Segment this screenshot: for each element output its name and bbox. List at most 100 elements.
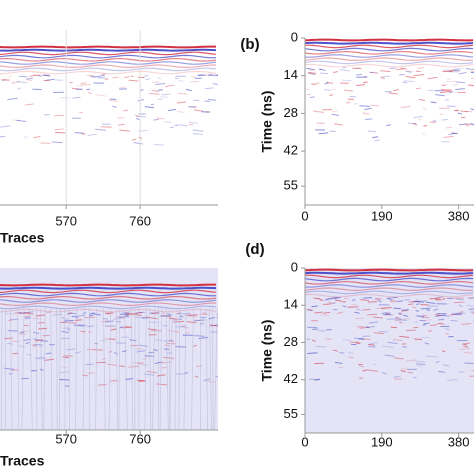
reflection (386, 297, 393, 301)
reflection (38, 321, 45, 324)
reflection (466, 304, 474, 307)
reflection (459, 347, 471, 351)
reflection (367, 369, 378, 372)
reflection (310, 83, 316, 86)
reflection (387, 341, 398, 345)
reflection (32, 331, 40, 335)
reflection (346, 101, 351, 104)
reflection (398, 335, 410, 338)
reflection (381, 312, 388, 314)
reflection (178, 80, 185, 82)
reflection (334, 297, 341, 299)
reflection (461, 323, 472, 325)
reflection (439, 91, 451, 94)
reflection (415, 70, 421, 73)
reflection (434, 314, 446, 317)
reflection (308, 72, 316, 76)
reflection (124, 76, 130, 79)
reflection (18, 333, 26, 336)
reflection (305, 67, 315, 71)
reflection (164, 84, 175, 88)
reflection (143, 74, 149, 77)
reflection-band (305, 54, 474, 58)
reflection (365, 118, 373, 121)
reflection (394, 378, 402, 380)
reflection (42, 74, 51, 77)
reflection (32, 345, 37, 347)
reflection-band (0, 286, 217, 290)
reflection (415, 87, 421, 90)
noise-streak (165, 307, 169, 430)
reflection (359, 326, 370, 329)
reflection (208, 98, 216, 101)
radargram (305, 38, 474, 205)
reflection (432, 120, 437, 122)
y-tick-label: 55 (284, 406, 298, 421)
reflection (442, 83, 448, 87)
reflection (313, 327, 319, 330)
reflection (396, 319, 408, 321)
reflection (413, 300, 425, 303)
reflection (455, 88, 465, 90)
reflection (118, 86, 126, 89)
reflection (306, 309, 313, 311)
noise-streak (115, 307, 119, 430)
reflection (101, 73, 106, 76)
reflection (455, 81, 466, 84)
reflection (372, 316, 384, 319)
noise-streak (159, 307, 163, 430)
reflection (12, 352, 19, 355)
reflection (139, 89, 144, 92)
reflection (453, 69, 461, 72)
reflection (158, 89, 163, 91)
reflection-band (0, 57, 217, 62)
reflection (381, 306, 392, 310)
reflection (382, 345, 394, 348)
reflection (465, 124, 471, 127)
reflection (415, 299, 420, 302)
reflection (422, 323, 427, 326)
reflection (442, 89, 453, 92)
reflection (442, 364, 450, 367)
noise-streak (124, 307, 128, 430)
reflection (359, 298, 364, 300)
reflection (68, 312, 73, 314)
reflection-band (0, 295, 217, 300)
x-tick-label: 190 (371, 434, 393, 449)
reflection (60, 365, 68, 369)
reflection (464, 362, 474, 365)
reflection (435, 314, 442, 317)
reflection (457, 112, 463, 115)
panel-label: (d) (245, 241, 264, 258)
reflection (425, 301, 436, 305)
reflection (74, 132, 84, 134)
reflection-band (0, 305, 217, 310)
reflection (452, 83, 458, 86)
reflection-band (305, 50, 474, 55)
reflection (415, 300, 427, 303)
reflection (11, 119, 21, 122)
reflection (313, 297, 321, 300)
reflection (16, 119, 27, 123)
reflection (354, 311, 360, 314)
reflection (86, 88, 91, 91)
reflection (150, 103, 154, 106)
reflection (353, 337, 364, 340)
reflection (138, 380, 145, 383)
noise-streak (214, 307, 218, 430)
y-axis-label: Time (ns) (259, 320, 275, 382)
noise-streak (149, 307, 152, 430)
reflection (326, 296, 338, 300)
reflection (66, 328, 71, 331)
reflection (332, 349, 339, 352)
x-tick-label: 0 (301, 208, 308, 223)
noise-streak (169, 307, 173, 430)
reflection (423, 107, 427, 110)
reflection (368, 300, 378, 303)
reflection-band (0, 64, 216, 69)
reflection (441, 298, 446, 301)
reflection-band (305, 271, 474, 275)
reflection (373, 332, 385, 335)
reflection (349, 95, 357, 98)
y-tick-label: 14 (284, 67, 298, 82)
